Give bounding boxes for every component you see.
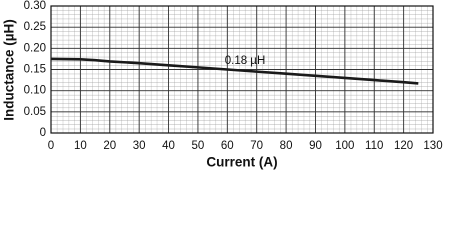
x-tick-label: 20 [103, 140, 116, 152]
x-tick-label: 80 [280, 140, 293, 152]
y-tick-label: 0.15 [24, 64, 46, 76]
x-tick-label: 0 [48, 140, 54, 152]
x-tick-label: 100 [335, 140, 354, 152]
data-line [50, 57, 419, 85]
annotation: 0.18 µH [225, 55, 266, 67]
y-tick-label: 0.30 [24, 0, 46, 12]
x-tick-label: 10 [74, 140, 87, 152]
y-tick-label: 0.05 [24, 106, 46, 118]
y-tick-label: 0.20 [24, 42, 46, 54]
x-tick-label: 130 [423, 140, 442, 152]
y-tick-label: 0.10 [24, 85, 46, 97]
x-tick-label: 40 [162, 140, 175, 152]
chart: Current (A) Inductance (µH) 0.18 µH 0 0.0… [2, 0, 443, 170]
x-tick-label: 60 [221, 140, 234, 152]
x-tick-label: 50 [192, 140, 205, 152]
x-axis-title: Current (A) [206, 155, 277, 170]
y-axis-title: Inductance (µH) [2, 19, 17, 121]
x-tick-label: 120 [394, 140, 413, 152]
x-tick-label: 90 [309, 140, 322, 152]
y-tick-label: 0 [40, 127, 46, 139]
x-tick-label: 30 [133, 140, 146, 152]
x-tick-label: 70 [250, 140, 263, 152]
plot-frame [50, 5, 434, 134]
x-tick-label: 110 [365, 140, 383, 152]
y-tick-label: 0.25 [24, 21, 46, 33]
